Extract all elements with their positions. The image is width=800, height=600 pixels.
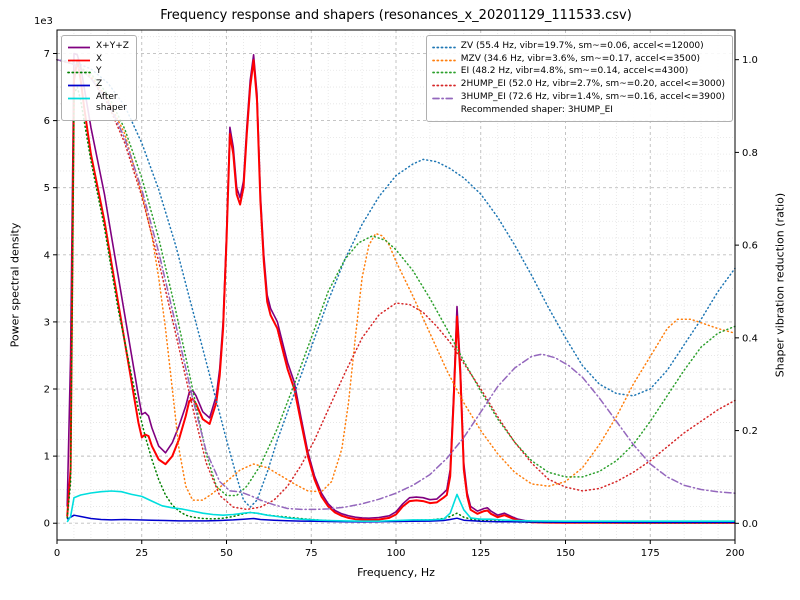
legend-item-sum: X+Y+Z bbox=[67, 41, 129, 53]
y-left-tick-label: 7 bbox=[44, 49, 50, 60]
series-ei bbox=[56, 58, 736, 497]
x-tick-label: 175 bbox=[641, 548, 660, 559]
legend-label-y: Y bbox=[96, 66, 102, 77]
y-left-tick-label: 4 bbox=[44, 250, 50, 261]
legend-label-x: X bbox=[96, 53, 103, 64]
legend-label-after: After shaper bbox=[96, 91, 127, 114]
series-z bbox=[66, 514, 735, 524]
y-axis-offset-label: 1e3 bbox=[34, 16, 53, 27]
y-right-tick-label: 1.0 bbox=[742, 55, 758, 66]
series-3hump_ei bbox=[56, 58, 736, 511]
legend-item-after: After shaper bbox=[67, 92, 129, 115]
legend-item-3hump_ei: 3HUMP_EI (72.6 Hz, vibr=1.4%, sm~=0.16, … bbox=[431, 91, 725, 104]
ei-line-sample bbox=[431, 72, 456, 74]
series-2hump_ei bbox=[56, 58, 736, 511]
y-left-tick-label: 0 bbox=[44, 519, 50, 530]
y-right-tick-label: 0.2 bbox=[742, 426, 758, 437]
series-sum bbox=[66, 52, 735, 524]
x-axis-label: Frequency, Hz bbox=[357, 566, 435, 579]
legend-label-sum: X+Y+Z bbox=[96, 41, 129, 51]
legend-item-x: X bbox=[67, 54, 129, 66]
legend-item-mzv: MZV (34.6 Hz, vibr=3.6%, sm~=0.17, accel… bbox=[431, 53, 725, 66]
legend-item-y: Y bbox=[67, 66, 129, 78]
legend-psd: X+Y+Z X Y Z After shaper bbox=[61, 35, 137, 122]
legend-recommended-note: Recommended shaper: 3HUMP_EI bbox=[460, 105, 613, 116]
x-tick-label: 100 bbox=[386, 548, 405, 559]
y-left-tick-label: 3 bbox=[44, 317, 50, 328]
legend-label-zv: ZV (55.4 Hz, vibr=19.7%, sm~=0.06, accel… bbox=[460, 41, 704, 51]
y-right-tick-label: 0.8 bbox=[742, 148, 758, 159]
y-line-sample bbox=[67, 72, 91, 74]
legend-shapers: ZV (55.4 Hz, vibr=19.7%, sm~=0.06, accel… bbox=[425, 35, 733, 123]
y-right-tick-label: 0.4 bbox=[742, 333, 758, 344]
y-left-tick-label: 5 bbox=[44, 183, 50, 194]
legend-label-z: Z bbox=[96, 79, 103, 90]
legend-label-3hump_ei: 3HUMP_EI (72.6 Hz, vibr=1.4%, sm~=0.16, … bbox=[460, 91, 725, 102]
legend-item-z: Z bbox=[67, 79, 129, 91]
legend-item-ei: EI (48.2 Hz, vibr=4.8%, sm~=0.14, accel<… bbox=[431, 66, 725, 78]
z-line-sample bbox=[68, 84, 90, 87]
y-axis-left-label: Power spectral density bbox=[8, 222, 22, 348]
x-line-sample bbox=[68, 59, 90, 62]
zv-line-sample bbox=[431, 46, 456, 49]
series-x bbox=[66, 59, 735, 524]
x-tick-label: 0 bbox=[54, 548, 60, 559]
x-tick-label: 25 bbox=[135, 548, 148, 559]
series-y bbox=[66, 86, 736, 524]
y-axis-right-label: Shaper vibration reduction (ratio) bbox=[773, 192, 787, 378]
series-after bbox=[66, 490, 735, 523]
x-tick-label: 125 bbox=[471, 548, 490, 559]
y-left-tick-label: 6 bbox=[44, 116, 50, 127]
chart-title: Frequency response and shapers (resonanc… bbox=[160, 8, 632, 23]
series-mzv bbox=[56, 58, 736, 501]
legend-label-mzv: MZV (34.6 Hz, vibr=3.6%, sm~=0.17, accel… bbox=[460, 53, 700, 64]
x-tick-label: 50 bbox=[220, 548, 233, 559]
legend-label-ei: EI (48.2 Hz, vibr=4.8%, sm~=0.14, accel<… bbox=[460, 66, 689, 77]
sum-line-sample bbox=[68, 46, 90, 49]
x-tick-label: 75 bbox=[305, 548, 318, 559]
after-line-sample bbox=[68, 97, 90, 100]
x-tick-label: 200 bbox=[725, 548, 744, 559]
legend-label-2hump_ei: 2HUMP_EI (52.0 Hz, vibr=2.7%, sm~=0.20, … bbox=[460, 79, 725, 90]
y-left-tick-label: 2 bbox=[44, 385, 50, 396]
mzv-line-sample bbox=[431, 59, 456, 62]
y-right-tick-label: 0.6 bbox=[742, 241, 758, 252]
y-right-tick-label: 0.0 bbox=[742, 519, 758, 530]
2hump_ei-line-sample bbox=[431, 84, 456, 87]
x-tick-label: 150 bbox=[556, 548, 575, 559]
legend-item-zv: ZV (55.4 Hz, vibr=19.7%, sm~=0.06, accel… bbox=[431, 41, 725, 53]
y-left-tick-label: 1 bbox=[44, 452, 50, 463]
3hump_ei-line-sample bbox=[431, 97, 456, 100]
legend-item-2hump_ei: 2HUMP_EI (52.0 Hz, vibr=2.7%, sm~=0.20, … bbox=[431, 79, 725, 91]
series-zv bbox=[56, 58, 736, 508]
